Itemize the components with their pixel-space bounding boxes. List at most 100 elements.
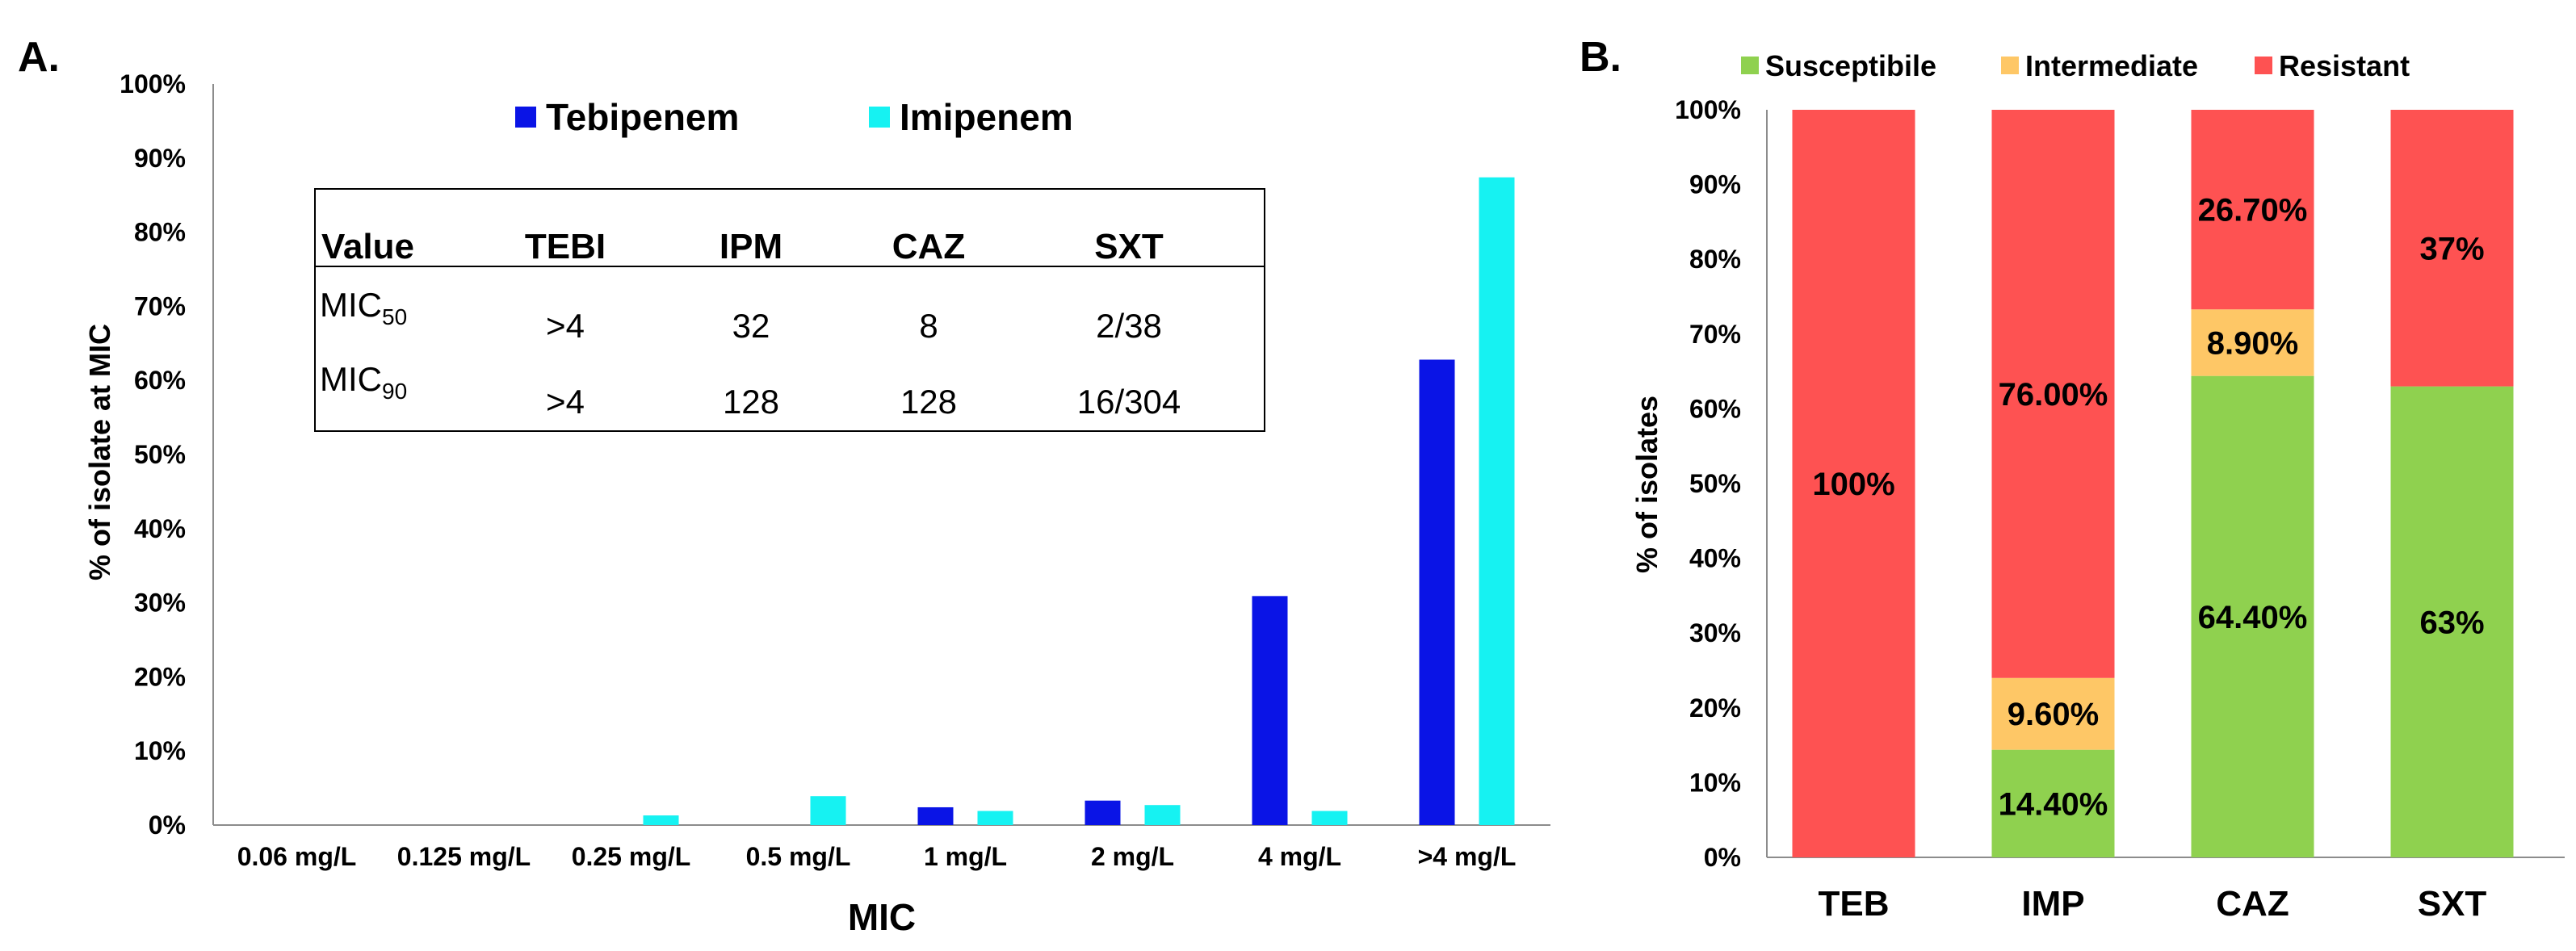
- segment-label: 100%: [1812, 467, 1894, 502]
- mic50-caz: 8: [919, 307, 938, 345]
- panel-b-y-tick-label: 50%: [1689, 469, 1741, 498]
- panel-a-y-tick-label: 40%: [134, 514, 186, 543]
- legend-swatch-intermediate: [2001, 57, 2019, 74]
- bar-tebipenem: [917, 806, 954, 825]
- mic90-tebi: >4: [546, 383, 585, 421]
- mic-table-frame: [314, 188, 1265, 432]
- legend-label-susceptibile: Susceptibile: [1765, 49, 1936, 82]
- mic-table-row-label: MIC90: [320, 360, 407, 404]
- panel-a-y-tick-label: 30%: [134, 589, 186, 618]
- mic-table-header-value: Value: [321, 227, 414, 266]
- mic90-caz: 128: [900, 383, 957, 421]
- panel-a: A. 0% 10% 20% 30% 40% 50% 60% 70% 80% 90% 100% % o…: [18, 34, 1550, 938]
- segment-resistant: [2390, 110, 2514, 387]
- mic90-label: MIC: [320, 360, 382, 398]
- legend-swatch-resistant: [2255, 57, 2272, 74]
- panel-a-label: A.: [18, 34, 60, 81]
- panel-b-x-ticks: TEB IMP CAZ SXT: [1819, 884, 2487, 924]
- bar-tebipenem: [1419, 359, 1455, 826]
- panel-a-y-ticks: 0% 10% 20% 30% 40% 50% 60% 70% 80% 90% 100%: [120, 69, 186, 840]
- panel-b-y-tick-label: 100%: [1675, 95, 1741, 124]
- panel-b-y-ticks: 0% 10% 20% 30% 40% 50% 60% 70% 80% 90% 100%: [1675, 95, 1741, 872]
- segment-susceptibile: [1991, 749, 2115, 857]
- panel-b-y-tick-label: 60%: [1689, 394, 1741, 423]
- panel-a-y-axis-title: % of isolate at MIC: [83, 324, 116, 580]
- mic50-tebi: >4: [546, 307, 585, 345]
- legend-label-resistant: Resistant: [2279, 49, 2410, 82]
- panel-b-y-tick-label: 20%: [1689, 693, 1741, 723]
- bar-imipenem: [810, 796, 846, 825]
- bar-imipenem: [643, 815, 679, 825]
- segment-label: 8.90%: [2207, 325, 2298, 361]
- bar-tebipenem: [1252, 596, 1288, 825]
- segment-susceptibile: [2191, 375, 2314, 857]
- legend-swatch-susceptibile: [1741, 57, 1759, 74]
- panel-b-y-tick-label: 90%: [1689, 170, 1741, 199]
- panel-b-y-tick-label: 70%: [1689, 320, 1741, 349]
- panel-b-y-tick-label: 30%: [1689, 618, 1741, 647]
- mic50-subscript: 50: [382, 304, 407, 329]
- mic50-ipm: 32: [732, 307, 770, 345]
- segment-label: 64.40%: [2198, 600, 2308, 635]
- panel-a-y-tick-label: 60%: [134, 366, 186, 395]
- segment-label: 9.60%: [2008, 697, 2099, 732]
- segment-label: 63%: [2419, 605, 2484, 640]
- panel-b-y-tick-label: 80%: [1689, 245, 1741, 274]
- legend-label-imipenem: Imipenem: [900, 96, 1073, 138]
- panel-a-y-tick-label: 50%: [134, 440, 186, 469]
- panel-a-x-tick-label: >4 mg/L: [1418, 842, 1517, 871]
- mic50-sxt: 2/38: [1096, 307, 1162, 345]
- mic-table-row-label: MIC50: [320, 286, 407, 329]
- panel-b-y-tick-label: 10%: [1689, 768, 1741, 797]
- mic90-subscript: 90: [382, 379, 407, 404]
- panel-b-y-axis-title: % of isolates: [1630, 396, 1663, 573]
- legend-label-tebipenem: Tebipenem: [546, 96, 739, 138]
- panel-b: B. 0% 10% 20% 30% 40% 50% 60% 70% 80% 90% 100% % o…: [1580, 34, 2565, 924]
- panel-b-segment-labels: 100% 14.40% 9.60% 76.00% 64.40% 8.90% 26.70% 63…: [1812, 193, 2484, 823]
- panel-b-x-tick-label: CAZ: [2216, 884, 2289, 924]
- panel-a-x-tick-label: 0.25 mg/L: [572, 842, 691, 871]
- panel-a-x-tick-label: 0.06 mg/L: [237, 842, 357, 871]
- panel-a-y-tick-label: 10%: [134, 736, 186, 765]
- mic-table-header-ipm: IPM: [720, 227, 782, 266]
- panel-b-x-tick-label: TEB: [1819, 884, 1890, 924]
- segment-susceptibile: [2390, 386, 2514, 857]
- panel-a-x-tick-label: 0.5 mg/L: [746, 842, 851, 871]
- panel-a-x-tick-label: 4 mg/L: [1258, 842, 1341, 871]
- panel-a-x-ticks: 0.06 mg/L 0.125 mg/L 0.25 mg/L 0.5 mg/L 1 mg…: [237, 842, 1517, 871]
- legend-label-intermediate: Intermediate: [2025, 49, 2198, 82]
- panel-a-x-tick-label: 0.125 mg/L: [397, 842, 531, 871]
- segment-label: 76.00%: [1999, 377, 2108, 413]
- panel-a-bars: [643, 177, 1515, 826]
- panel-b-label: B.: [1580, 34, 1622, 81]
- mic-table: Value TEBI IPM CAZ SXT MIC50 >4 32 8 2/3…: [314, 188, 1265, 432]
- segment-label: 37%: [2419, 231, 2484, 266]
- panel-b-bars: [1792, 110, 2514, 857]
- panel-a-y-tick-label: 90%: [134, 144, 186, 173]
- segment-intermediate: [1991, 677, 2115, 750]
- segment-resistant: [2191, 110, 2314, 310]
- panel-b-x-tick-label: SXT: [2418, 884, 2487, 924]
- panel-a-x-tick-label: 1 mg/L: [924, 842, 1007, 871]
- bar-imipenem: [1144, 805, 1181, 825]
- mic90-ipm: 128: [723, 383, 779, 421]
- panel-b-y-tick-label: 0%: [1704, 843, 1741, 872]
- segment-label: 26.70%: [2198, 193, 2308, 228]
- panel-a-y-tick-label: 20%: [134, 662, 186, 691]
- bar-imipenem: [1479, 177, 1515, 826]
- panel-a-y-tick-label: 70%: [134, 291, 186, 320]
- mic90-sxt: 16/304: [1077, 383, 1181, 421]
- panel-a-y-tick-label: 0%: [149, 811, 186, 840]
- segment-label: 14.40%: [1999, 786, 2108, 822]
- legend-swatch-imipenem: [869, 107, 890, 128]
- segment-resistant: [1792, 110, 1915, 857]
- panel-a-x-tick-label: 2 mg/L: [1091, 842, 1174, 871]
- mic-table-header-sxt: SXT: [1094, 227, 1164, 266]
- mic-table-header-caz: CAZ: [892, 227, 965, 266]
- panel-a-legend: Tebipenem Imipenem: [515, 96, 1073, 138]
- bar-imipenem: [977, 811, 1013, 825]
- mic50-label: MIC: [320, 286, 382, 324]
- panel-a-y-tick-label: 100%: [120, 69, 186, 98]
- segment-intermediate: [2191, 309, 2314, 376]
